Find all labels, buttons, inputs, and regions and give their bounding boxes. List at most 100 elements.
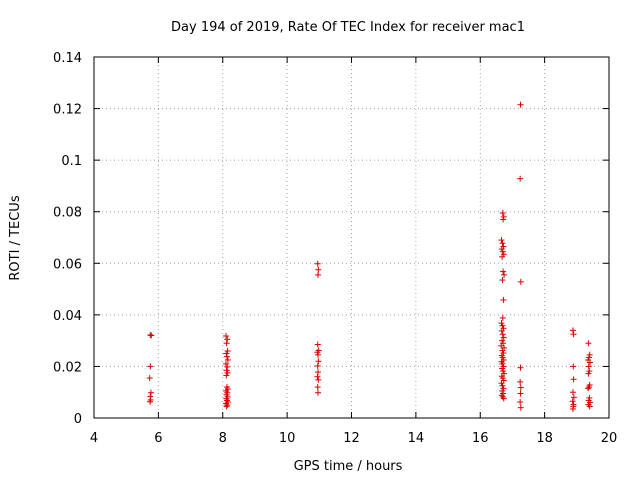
data-point	[224, 336, 231, 343]
data-point	[315, 271, 322, 278]
y-tick-label: 0.14	[53, 51, 82, 66]
data-point	[586, 384, 593, 391]
data-point	[223, 367, 230, 374]
data-point	[223, 403, 230, 410]
x-tick-label: 10	[279, 431, 296, 446]
data-point	[570, 394, 577, 401]
data-point	[223, 353, 230, 360]
plot-frame	[93, 56, 610, 419]
data-point	[499, 393, 506, 400]
data-point	[585, 340, 592, 347]
data-point	[314, 349, 321, 356]
data-point	[315, 266, 322, 273]
data-point	[517, 399, 524, 406]
data-point	[498, 320, 505, 327]
data-point	[500, 213, 507, 220]
data-point	[499, 375, 506, 382]
x-tick-label: 8	[219, 431, 227, 446]
data-point	[585, 385, 592, 392]
data-point	[498, 327, 505, 334]
data-point	[517, 404, 524, 411]
data-point	[499, 210, 506, 217]
data-point	[499, 314, 506, 321]
chart-title: Day 194 of 2019, Rate Of TEC Index for r…	[171, 20, 525, 35]
data-point	[223, 350, 230, 357]
x-tick-label: 12	[343, 431, 360, 446]
data-point	[314, 373, 321, 380]
data-point	[500, 395, 507, 402]
data-point	[586, 368, 593, 375]
data-point	[314, 341, 321, 348]
data-point	[570, 363, 577, 370]
data-point	[499, 322, 506, 329]
data-point	[587, 359, 594, 366]
data-point	[314, 260, 321, 267]
data-point	[517, 101, 524, 108]
data-point	[499, 277, 506, 284]
x-tick-labels: 4 6 8 10 12 14 16 18 20	[90, 431, 617, 446]
data-point	[569, 398, 576, 405]
data-point	[147, 363, 154, 370]
data-point	[499, 248, 506, 255]
data-point	[224, 402, 231, 409]
data-point	[498, 380, 505, 387]
data-point	[517, 278, 524, 285]
data-point	[569, 405, 576, 412]
grid-lines	[94, 57, 609, 418]
data-point	[586, 351, 593, 358]
data-point	[499, 382, 506, 389]
data-point	[315, 376, 322, 383]
data-point	[314, 362, 321, 369]
x-axis-label: GPS time / hours	[294, 459, 403, 474]
y-tick-label: 0.12	[53, 103, 82, 118]
data-point	[570, 376, 577, 383]
data-point	[585, 370, 592, 377]
y-tick-label: 0.04	[53, 309, 82, 324]
data-point	[222, 360, 229, 367]
x-tick-label: 6	[154, 431, 162, 446]
data-point	[315, 358, 322, 365]
data-point	[499, 354, 506, 361]
data-point	[500, 334, 507, 341]
data-point	[499, 331, 506, 338]
data-point	[498, 246, 505, 253]
y-tick-label: 0.08	[53, 206, 82, 221]
data-point	[517, 364, 524, 371]
x-tick-label: 18	[536, 431, 553, 446]
data-point	[500, 268, 507, 275]
x-tick-label: 20	[601, 431, 618, 446]
data-point	[314, 384, 321, 391]
data-point	[147, 389, 154, 396]
y-tick-label: 0	[74, 412, 82, 427]
data-point	[224, 347, 231, 354]
data-points	[146, 101, 594, 412]
data-point	[517, 378, 524, 385]
data-point	[224, 363, 231, 370]
data-point	[500, 385, 507, 392]
data-point	[224, 369, 231, 376]
data-point	[147, 331, 154, 338]
data-point	[499, 347, 506, 354]
data-point	[498, 237, 505, 244]
data-point	[224, 356, 231, 363]
data-point	[585, 363, 592, 370]
data-point	[500, 296, 507, 303]
data-point	[517, 175, 524, 182]
data-point	[586, 354, 593, 361]
data-point	[315, 389, 322, 396]
data-point	[569, 327, 576, 334]
x-tick-label: 4	[90, 431, 98, 446]
y-tick-label: 0.06	[53, 257, 82, 272]
data-point	[315, 369, 322, 376]
data-point	[517, 390, 524, 397]
data-point	[223, 340, 230, 347]
data-point	[315, 351, 322, 358]
y-tick-labels: 0 0.02 0.04 0.06 0.08 0.1 0.12 0.14	[53, 51, 82, 427]
data-point	[148, 332, 155, 339]
data-point	[499, 240, 506, 247]
y-tick-label: 0.1	[61, 154, 82, 169]
data-point	[570, 331, 577, 338]
x-tick-label: 14	[408, 431, 425, 446]
data-point	[147, 398, 154, 405]
